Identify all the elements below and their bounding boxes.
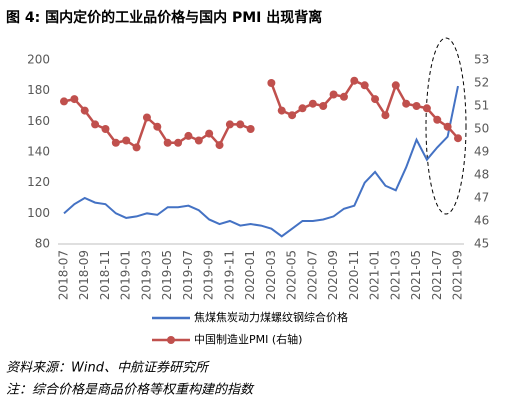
x-tick-label: 2021-09 [451, 250, 465, 300]
series-marker [267, 79, 276, 87]
x-tick-label: 2021-05 [409, 250, 423, 300]
series-marker [80, 106, 89, 115]
series-marker [360, 81, 369, 90]
series-marker [350, 76, 359, 85]
series-marker [308, 99, 317, 108]
y2-tick-label: 46 [474, 214, 489, 228]
series-marker [298, 104, 307, 113]
y2-tick-label: 47 [474, 191, 489, 205]
series-marker [163, 138, 172, 147]
x-tick-label: 2020-11 [347, 250, 361, 300]
series-marker [236, 120, 245, 129]
x-tick-label: 2021-01 [368, 250, 382, 300]
x-tick-label: 2020-01 [243, 250, 257, 300]
series-marker [443, 122, 452, 131]
series-marker [174, 138, 183, 147]
x-tick-label: 2020-09 [326, 250, 340, 300]
x-tick-label: 2019-07 [181, 250, 195, 300]
y-tick-label: 180 [27, 83, 50, 97]
series-marker [381, 111, 390, 120]
x-tick-label: 2019-05 [160, 250, 174, 300]
y2-tick-label: 51 [474, 99, 489, 113]
y2-tick-label: 53 [474, 53, 489, 67]
series-marker [70, 95, 79, 104]
series-marker [194, 136, 203, 145]
series-marker [184, 131, 193, 140]
x-tick-label: 2019-03 [139, 250, 153, 300]
y-tick-label: 200 [27, 53, 50, 67]
series-marker [246, 125, 255, 133]
series-marker [153, 122, 162, 131]
x-tick-label: 2018-07 [57, 250, 71, 300]
x-tick-label: 2018-11 [98, 250, 112, 300]
footnote: 注：综合价格是商品价格等权重构建的指数 [6, 383, 255, 398]
y2-tick-label: 49 [474, 145, 489, 159]
series-marker [371, 95, 380, 104]
series-marker [319, 102, 328, 110]
series-marker [215, 141, 224, 150]
series-marker [225, 120, 234, 129]
y-tick-label: 80 [35, 237, 50, 251]
y2-tick-label: 50 [474, 122, 489, 136]
x-tick-label: 2019-09 [202, 250, 216, 300]
source-note: 资料来源：Wind、中航证券研究所 [6, 360, 210, 376]
legend-label: 中国制造业PMI (右轴) [194, 332, 302, 346]
series-marker [391, 81, 400, 90]
x-tick-label: 2021-07 [430, 250, 444, 300]
series-marker [132, 143, 141, 152]
series-marker [277, 106, 286, 115]
series-marker [402, 99, 411, 108]
x-tick-label: 2020-07 [305, 250, 319, 300]
series-marker [329, 90, 338, 99]
y-tick-label: 140 [27, 145, 50, 159]
y-tick-label: 100 [27, 206, 50, 220]
series-marker [433, 115, 442, 124]
series-marker [91, 120, 100, 129]
series-marker [122, 136, 131, 145]
series-marker [422, 104, 431, 113]
series-marker [111, 138, 120, 147]
x-tick-label: 2020-05 [285, 250, 299, 300]
y-tick-label: 120 [27, 175, 50, 189]
chart-title: 图 4: 国内定价的工业品价格与国内 PMI 出现背离 [6, 9, 322, 26]
legend-label: 焦煤焦炭动力煤螺纹钢综合价格 [194, 310, 348, 324]
x-tick-label: 2019-01 [119, 250, 133, 300]
y2-tick-label: 45 [474, 237, 489, 251]
series-marker [454, 134, 462, 143]
series-marker [142, 113, 151, 122]
series-marker [288, 111, 297, 120]
x-tick-label: 2020-03 [264, 250, 278, 300]
series-marker [101, 125, 110, 133]
x-tick-label: 2018-09 [77, 250, 91, 300]
x-tick-label: 2019-11 [222, 250, 236, 300]
y2-tick-label: 48 [474, 168, 489, 182]
y2-tick-label: 52 [474, 76, 489, 90]
x-tick-label: 2021-03 [388, 250, 402, 300]
y-tick-label: 160 [27, 114, 50, 128]
series-marker [339, 92, 348, 101]
series-marker [412, 102, 421, 110]
series-line [63, 85, 459, 238]
series-marker [205, 129, 214, 138]
highlight-ellipse [425, 37, 467, 215]
legend-marker [167, 336, 175, 344]
series-marker [60, 97, 68, 106]
